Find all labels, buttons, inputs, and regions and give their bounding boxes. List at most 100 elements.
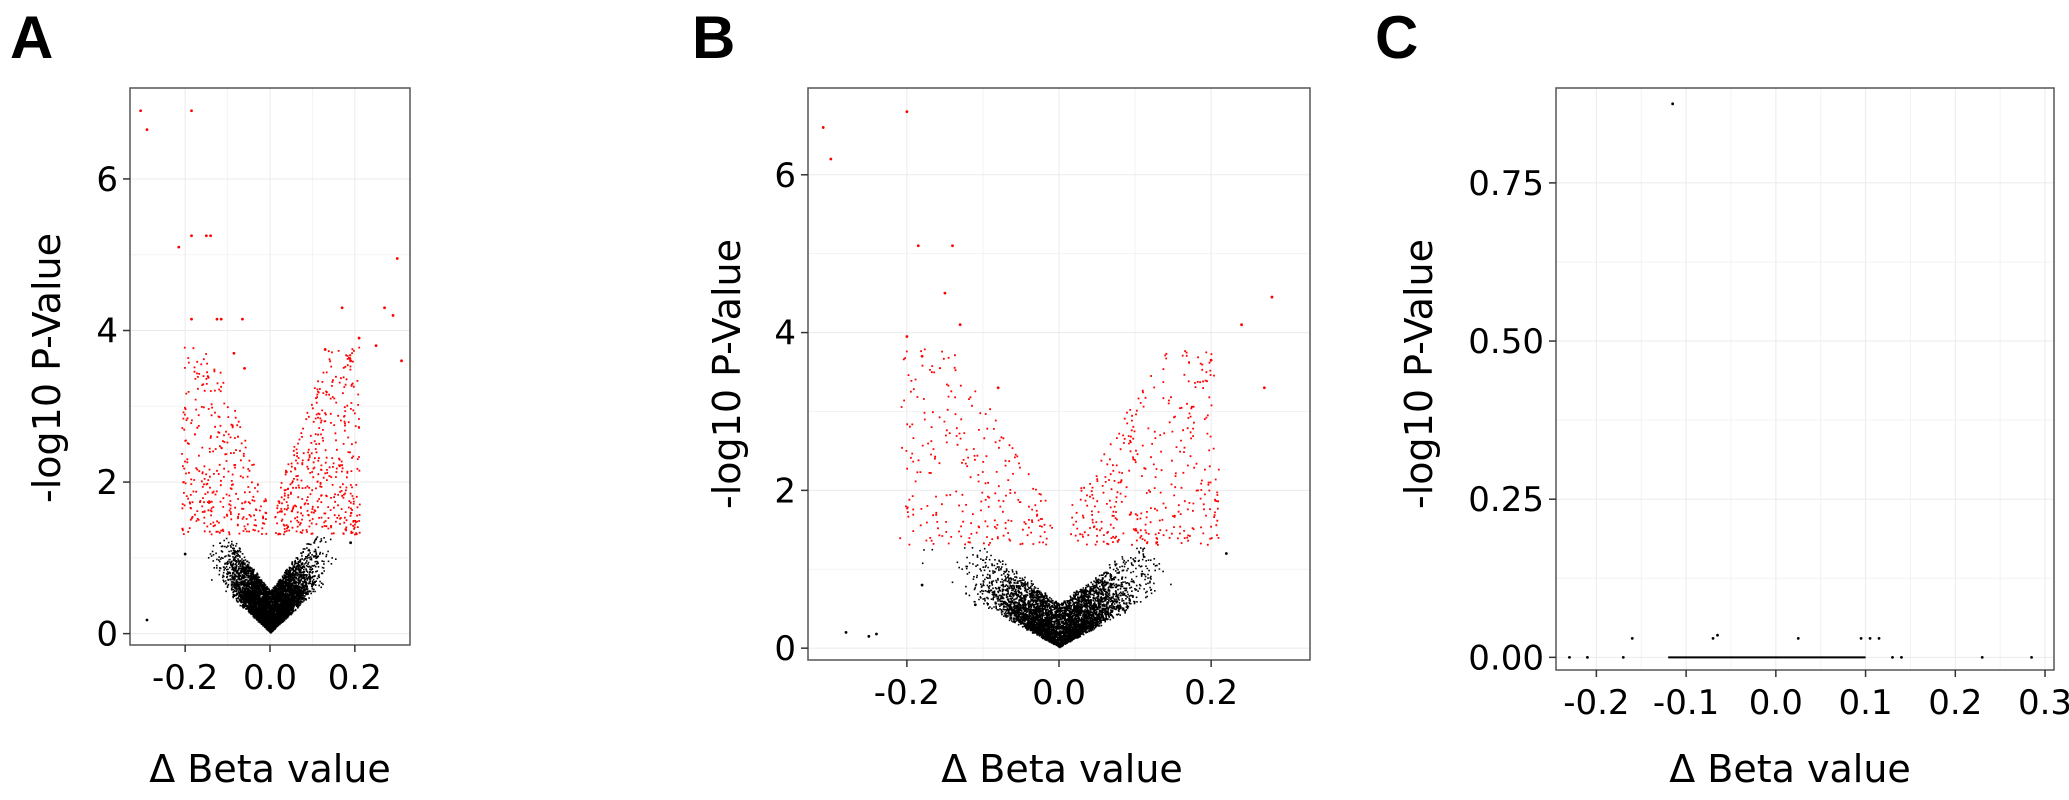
significant-point	[209, 234, 213, 238]
panel-a-ticks: -0.2 0.0 0.2 0 2 4 6	[96, 160, 382, 698]
data-point	[973, 603, 977, 607]
significant-point	[905, 110, 909, 114]
significant-point	[916, 244, 920, 248]
significant-point	[829, 157, 833, 161]
y-tick-label: 0.50	[1468, 322, 1544, 362]
x-tick-label: 0.2	[328, 658, 382, 698]
significant-point	[190, 234, 193, 238]
significant-point	[1262, 386, 1266, 390]
data-point	[1859, 636, 1863, 640]
y-tick-label: 0.75	[1468, 164, 1544, 204]
panel-c-ticks: -0.2 -0.1 0.0 0.1 0.2 0.3 0.00 0.25 0.50 0.75	[1468, 164, 2069, 723]
significant-point	[190, 317, 193, 321]
significant-point	[190, 109, 193, 113]
panel-b-grid	[808, 88, 1310, 660]
panel-a-grid	[130, 88, 410, 645]
significant-point	[395, 257, 399, 260]
data-point	[1671, 102, 1675, 106]
data-point	[2030, 655, 2033, 659]
x-tick-label: 0.2	[1928, 683, 1982, 723]
data-point	[1716, 633, 1719, 637]
data-point	[1891, 655, 1894, 659]
panel-b-points	[821, 110, 1274, 649]
data-point	[844, 630, 848, 634]
panel-c-label: C	[1375, 4, 1418, 71]
y-tick-label: 4	[774, 314, 796, 354]
panel-b-ticks: -0.2 0.0 0.2 0 2 4 6	[774, 156, 1238, 713]
significant-point	[145, 128, 149, 132]
significant-point	[241, 317, 244, 321]
significant-point	[204, 234, 208, 238]
data-point	[1868, 636, 1872, 640]
x-tick-label: 0.0	[1032, 673, 1086, 713]
x-tick-label: 0.1	[1839, 683, 1893, 723]
panel-a: A -0.2 0.0 0.2 0 2 4 6 Δ Beta value -log10 P-V…	[10, 4, 411, 791]
significant-points	[181, 346, 361, 536]
panel-c-points	[1568, 102, 2033, 659]
y-tick-label: 2	[96, 463, 118, 503]
panel-a-y-axis-title: -log10 P-Value	[25, 233, 69, 503]
data-point	[867, 634, 871, 638]
x-tick-label: 0.0	[243, 658, 297, 698]
data-point	[349, 541, 353, 545]
data-point	[1586, 655, 1589, 659]
significant-point	[323, 348, 327, 351]
data-point	[1630, 636, 1634, 640]
significant-point	[996, 386, 1000, 390]
data-point	[1711, 636, 1715, 640]
data-point	[1224, 552, 1228, 555]
data-point	[183, 552, 187, 556]
data-point	[1980, 655, 1984, 659]
significant-point	[232, 351, 236, 355]
panel-c: C -0.2 -0.1 0.0 0.1 0.2 0.3 0.00 0.25 0.50 0.75 Δ…	[1375, 4, 2069, 791]
significant-point	[1209, 358, 1213, 362]
y-tick-label: 0	[96, 615, 118, 655]
significant-point	[958, 323, 962, 327]
panel-c-grid	[1556, 88, 2054, 670]
data-point	[875, 632, 878, 636]
panel-c-plot-frame	[1555, 87, 2055, 671]
x-tick-label: 0.0	[1749, 683, 1803, 723]
significant-point	[905, 335, 909, 338]
x-tick-label: 0.3	[2018, 683, 2069, 723]
y-tick-label: 0	[774, 629, 796, 669]
y-tick-label: 2	[774, 471, 796, 511]
y-tick-label: 0.25	[1468, 480, 1544, 520]
significant-point	[943, 291, 947, 295]
significant-point	[383, 306, 386, 310]
panel-b-label: B	[692, 4, 735, 71]
non-significant-points	[207, 536, 337, 634]
significant-point	[951, 244, 954, 248]
non-significant-points	[921, 547, 1172, 649]
panel-b: B -0.2 0.0 0.2 0 2 4 6 Δ Beta value -log10 P-V…	[692, 4, 1311, 791]
panel-a-x-axis-title: Δ Beta value	[149, 747, 391, 791]
data-point	[1568, 655, 1571, 659]
panel-a-label: A	[10, 4, 53, 71]
x-tick-label: 0.2	[1184, 673, 1238, 713]
x-tick-label: -0.2	[1563, 683, 1629, 723]
panel-b-y-axis-title: -log10 P-Value	[705, 239, 749, 509]
significant-point	[139, 109, 143, 113]
significant-point	[374, 344, 378, 348]
panel-c-x-axis-title: Δ Beta value	[1669, 747, 1911, 791]
significant-point	[243, 366, 246, 370]
significant-point	[400, 359, 403, 363]
significant-point	[219, 317, 223, 321]
data-point	[1796, 636, 1800, 640]
data-point	[920, 583, 924, 587]
significant-point	[215, 317, 219, 321]
significant-point	[349, 359, 353, 363]
y-tick-label: 6	[774, 156, 796, 196]
significant-point	[177, 245, 181, 249]
y-tick-label: 0.00	[1468, 638, 1544, 678]
significant-point	[340, 306, 344, 310]
x-tick-label: -0.1	[1653, 683, 1719, 723]
significant-point	[1270, 295, 1274, 299]
x-tick-label: -0.2	[152, 658, 218, 698]
significant-point	[1240, 323, 1243, 327]
y-tick-label: 4	[96, 312, 118, 352]
data-point	[1621, 655, 1625, 659]
significant-point	[920, 354, 924, 358]
panel-b-x-axis-title: Δ Beta value	[941, 747, 1183, 791]
